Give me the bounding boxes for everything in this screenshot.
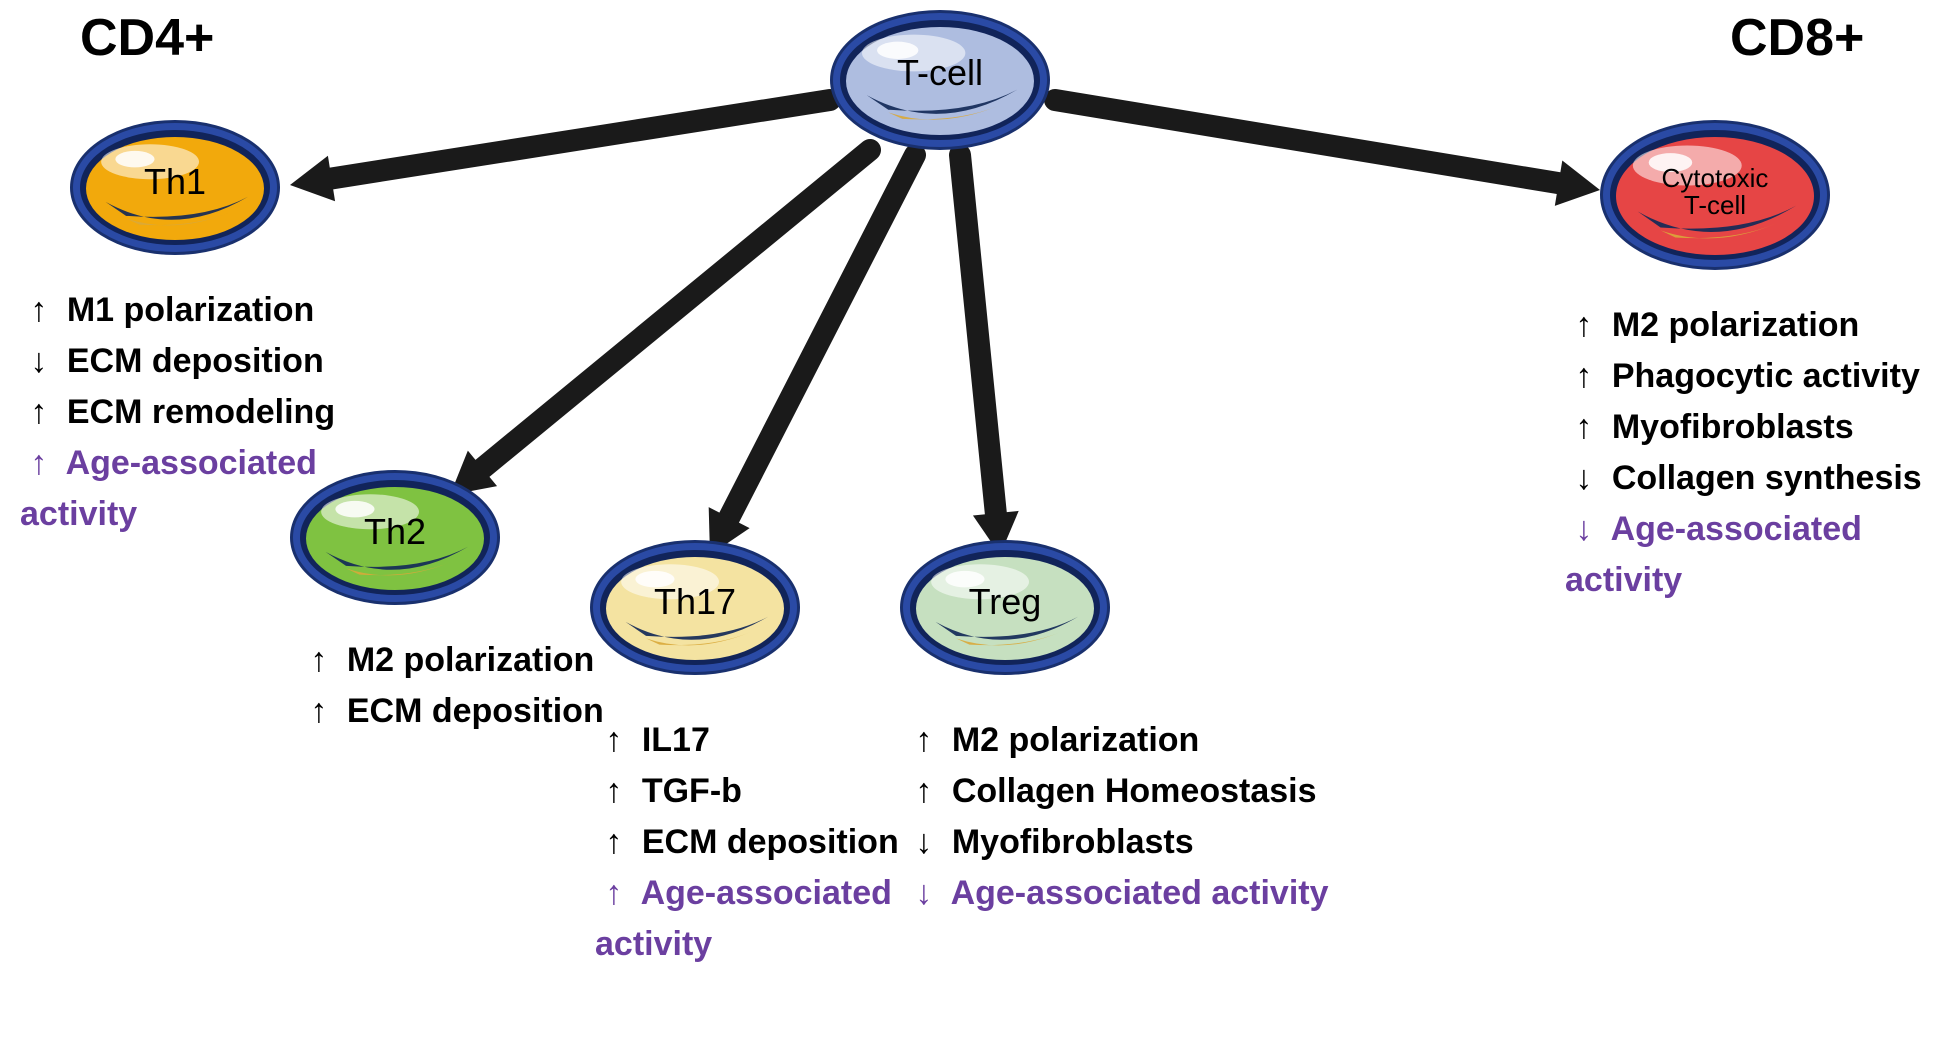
arrow-up-icon: ↑ [20, 285, 57, 336]
header-cd8: CD8+ [1730, 8, 1864, 68]
effect-line: ↑ Collagen Homeostasis [905, 766, 1385, 817]
effects-th1: ↑ M1 polarization↓ ECM deposition↑ ECM r… [20, 285, 380, 540]
age-effect-text: Age-associated activity [1565, 510, 1862, 599]
effect-line: ↑ M1 polarization [20, 285, 380, 336]
arrow-line-th17 [729, 155, 915, 518]
arrow-line-ctc [1055, 100, 1559, 183]
age-effect: ↑ Age-associated activity [20, 438, 380, 540]
effect-text: Collagen Homeostasis [952, 772, 1317, 810]
age-effect: ↓ Age-associated activity [905, 868, 1385, 919]
age-effect-text: Age-associated activity [595, 874, 892, 963]
effect-text: ECM deposition [67, 342, 324, 380]
cell-th1 [70, 120, 280, 255]
effect-line: ↑ Phagocytic activity [1565, 351, 1950, 402]
effect-text: M2 polarization [952, 721, 1199, 759]
effects-treg: ↑ M2 polarization↑ Collagen Homeostasis↓… [905, 715, 1385, 919]
arrow-down-icon: ↓ [905, 868, 942, 919]
arrow-down-icon: ↓ [20, 336, 57, 387]
arrow-up-icon: ↑ [20, 387, 57, 438]
cell-ctc [1600, 120, 1830, 270]
effect-line: ↓ ECM deposition [20, 336, 380, 387]
effect-text: IL17 [642, 721, 710, 759]
arrow-up-icon: ↑ [300, 635, 337, 686]
effect-text: Phagocytic activity [1612, 357, 1920, 395]
age-effect-text: Age-associated activity [951, 874, 1329, 912]
arrow-up-icon: ↑ [595, 766, 632, 817]
effect-line: ↓ Myofibroblasts [905, 817, 1385, 868]
age-effect: ↓ Age-associated activity [1565, 504, 1950, 606]
arrow-up-icon: ↑ [595, 868, 632, 919]
age-effect-text: Age-associated activity [20, 444, 317, 533]
effects-ctc: ↑ M2 polarization↑ Phagocytic activity↑ … [1565, 300, 1950, 606]
arrow-up-icon: ↑ [1565, 351, 1602, 402]
cell-tcell [830, 10, 1050, 150]
arrow-up-icon: ↑ [905, 766, 942, 817]
arrow-up-icon: ↑ [905, 715, 942, 766]
arrow-up-icon: ↑ [300, 686, 337, 737]
arrow-down-icon: ↓ [1565, 453, 1602, 504]
arrow-up-icon: ↑ [595, 715, 632, 766]
effect-line: ↑ ECM remodeling [20, 387, 380, 438]
arrow-up-icon: ↑ [1565, 402, 1602, 453]
effect-text: M2 polarization [1612, 306, 1859, 344]
arrow-head-th1 [290, 156, 335, 201]
arrow-down-icon: ↓ [905, 817, 942, 868]
effect-text: Collagen synthesis [1612, 459, 1922, 497]
effect-text: M2 polarization [347, 641, 594, 679]
arrow-line-th1 [331, 100, 830, 178]
cell-treg [900, 540, 1110, 675]
arrow-line-treg [960, 155, 996, 513]
arrow-down-icon: ↓ [1565, 504, 1602, 555]
header-cd4: CD4+ [80, 8, 214, 68]
effect-text: M1 polarization [67, 291, 314, 329]
effect-text: TGF-b [642, 772, 742, 810]
effect-line: ↑ IL17 [595, 715, 955, 766]
effect-line: ↑ M2 polarization [300, 635, 660, 686]
age-effect: ↑ Age-associated activity [595, 868, 955, 970]
effect-text: ECM remodeling [67, 393, 335, 431]
effect-text: Myofibroblasts [952, 823, 1194, 861]
arrow-up-icon: ↑ [20, 438, 57, 489]
effect-text: ECM deposition [347, 692, 604, 730]
effects-th17: ↑ IL17↑ TGF-b↑ ECM deposition↑ Age-assoc… [595, 715, 955, 970]
arrow-up-icon: ↑ [1565, 300, 1602, 351]
effect-line: ↑ Myofibroblasts [1565, 402, 1950, 453]
arrow-up-icon: ↑ [595, 817, 632, 868]
effect-line: ↑ ECM deposition [595, 817, 955, 868]
arrow-line-th2 [482, 150, 870, 468]
effect-text: ECM deposition [642, 823, 899, 861]
effect-line: ↑ TGF-b [595, 766, 955, 817]
effect-line: ↓ Collagen synthesis [1565, 453, 1950, 504]
effect-line: ↑ M2 polarization [1565, 300, 1950, 351]
arrow-head-ctc [1555, 160, 1600, 205]
effect-line: ↑ M2 polarization [905, 715, 1385, 766]
diagram-stage: CD4+ CD8+ T-cell [0, 0, 1950, 1042]
effect-text: Myofibroblasts [1612, 408, 1854, 446]
